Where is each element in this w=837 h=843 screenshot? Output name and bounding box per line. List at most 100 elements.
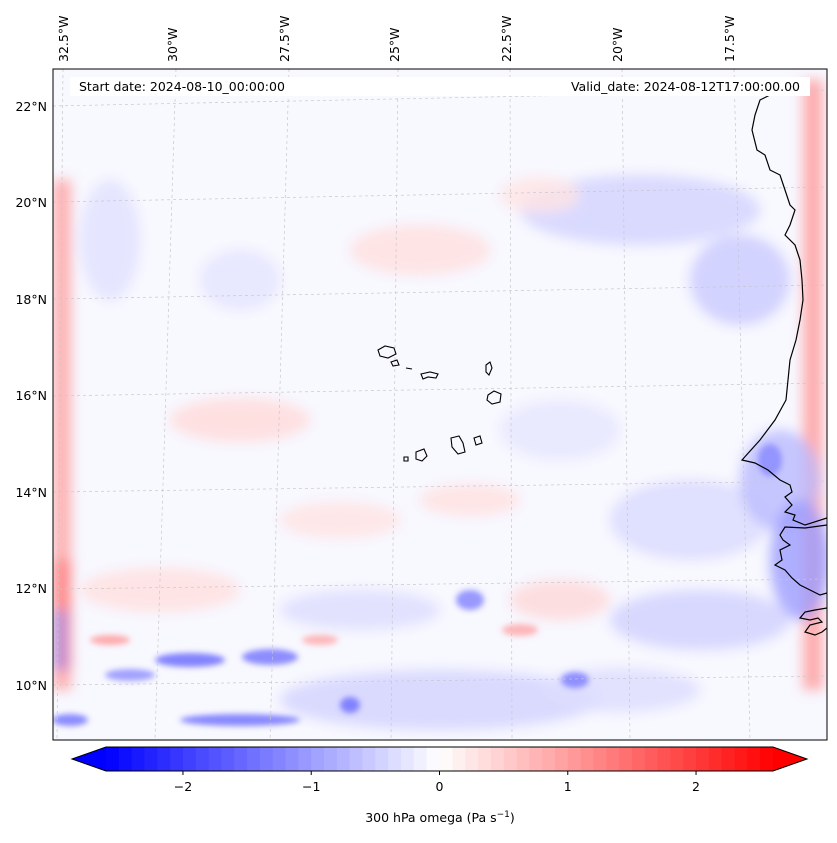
- map-frame: [52, 68, 828, 741]
- colorbar-cell: [401, 747, 415, 771]
- negative-patch: [80, 180, 140, 300]
- colorbar-cell: [670, 747, 684, 771]
- colorbar-cell: [324, 747, 338, 771]
- colorbar-cell: [106, 747, 120, 771]
- strong-negative-streak: [456, 590, 484, 610]
- positive-patch: [420, 484, 520, 516]
- colorbar-cell: [760, 747, 774, 771]
- colorbar-cell: [259, 747, 274, 771]
- colorbar-cell: [413, 747, 428, 771]
- negative-patch: [690, 235, 790, 325]
- colorbar-cell: [529, 747, 543, 771]
- colorbar-cell: [157, 747, 171, 771]
- positive-streak: [302, 635, 338, 645]
- colorbar-cell: [375, 747, 389, 771]
- graticule: [53, 69, 827, 740]
- colorbar-cell: [336, 747, 351, 771]
- colorbar-cell: [503, 747, 518, 771]
- island-sal: [485, 361, 493, 376]
- positive-patch: [280, 502, 400, 538]
- colorbar-cell: [683, 747, 697, 771]
- strong-negative-streak: [105, 669, 155, 681]
- colorbar-cell: [118, 747, 133, 771]
- negative-patch: [610, 590, 790, 650]
- colorbar-cell: [606, 747, 620, 771]
- colorbar-cell: [349, 747, 364, 771]
- colorbar-tick-label: 2: [692, 779, 700, 794]
- colorbar-cell: [208, 747, 223, 771]
- cape-verde-islands: [377, 345, 502, 462]
- colorbar-cell: [734, 747, 748, 771]
- colorbar-cell: [580, 747, 595, 771]
- colorbar-cell: [144, 747, 158, 771]
- lat-label: 22°N: [15, 99, 47, 114]
- colorbar-extend-low: [72, 747, 106, 771]
- colorbar-cell: [439, 747, 453, 771]
- lat-label: 18°N: [15, 292, 47, 307]
- colorbar-cell: [631, 747, 646, 771]
- lon-label: 20°W: [610, 27, 625, 62]
- colorbar-cell: [221, 747, 235, 771]
- colorbar-cell: [272, 747, 287, 771]
- colorbar-cell: [170, 747, 184, 771]
- positive-streak: [90, 635, 130, 645]
- colorbar-label: 300 hPa omega (Pa s−1): [365, 810, 515, 825]
- colorbar-label-main: 300 hPa omega (Pa s: [365, 810, 496, 825]
- island-santiago: [450, 435, 466, 455]
- colorbar-extend-high: [773, 747, 807, 771]
- colorbar-cell: [721, 747, 736, 771]
- lon-label: 32.5°W: [56, 16, 71, 62]
- colorbar-cell: [696, 747, 710, 771]
- omega-field: [53, 69, 827, 740]
- island-santa-luzia: [405, 367, 413, 370]
- colorbar-cells: [106, 747, 774, 771]
- colorbar-cell: [234, 747, 248, 771]
- colorbar-label-close: ): [510, 810, 515, 825]
- strong-negative-streak: [53, 714, 88, 726]
- start-date-label: Start date: 2024-08-10_00:00:00: [79, 79, 285, 94]
- africa-coastline: [740, 94, 827, 636]
- island-fogo: [415, 448, 428, 462]
- strong-negative-streak: [561, 672, 589, 688]
- colorbar-tick-label: −1: [302, 779, 320, 794]
- lon-label: 17.5°W: [722, 16, 737, 62]
- strong-negative-streak: [242, 649, 298, 665]
- positive-streak: [502, 624, 538, 636]
- lon-label: 25°W: [387, 27, 402, 62]
- lat-label: 20°N: [15, 195, 47, 210]
- lon-label: 30°W: [165, 27, 180, 62]
- island-santo-antao: [377, 345, 397, 359]
- colorbar-cell: [131, 747, 146, 771]
- longitude-labels: 32.5°W 30°W 27.5°W 25°W 22.5°W 20°W 17.5…: [56, 16, 737, 62]
- island-brava: [403, 456, 409, 462]
- west-edge-negative-patch: [53, 610, 67, 670]
- lon-label: 27.5°W: [277, 16, 292, 62]
- date-label-background: [70, 77, 810, 96]
- strong-negative-streak: [155, 653, 225, 667]
- negative-patch: [610, 480, 770, 560]
- colorbar-cell: [362, 747, 376, 771]
- colorbar-outline: [70, 746, 809, 772]
- colorbar-cell: [516, 747, 530, 771]
- colorbar-cell: [311, 747, 325, 771]
- colorbar-cell: [567, 747, 582, 771]
- colorbar-ticks: −2 −1 0 1 2: [174, 771, 700, 794]
- colorbar-cell: [182, 747, 197, 771]
- valid-date-label: Valid_date: 2024-08-12T17:00:00.00: [571, 79, 800, 94]
- positive-patch: [500, 177, 580, 213]
- positive-patch: [510, 580, 610, 620]
- negative-patch: [500, 400, 620, 460]
- colorbar-cell: [644, 747, 659, 771]
- positive-patch: [80, 568, 240, 612]
- positive-patch: [170, 398, 310, 442]
- negative-patch: [200, 250, 280, 310]
- colorbar-cell: [657, 747, 671, 771]
- lat-label: 14°N: [15, 485, 47, 500]
- colorbar-cell: [619, 747, 633, 771]
- colorbar-cell: [426, 747, 441, 771]
- island-sao-nicolau: [420, 371, 439, 380]
- positive-patch: [350, 225, 490, 275]
- colorbar-cell: [708, 747, 723, 771]
